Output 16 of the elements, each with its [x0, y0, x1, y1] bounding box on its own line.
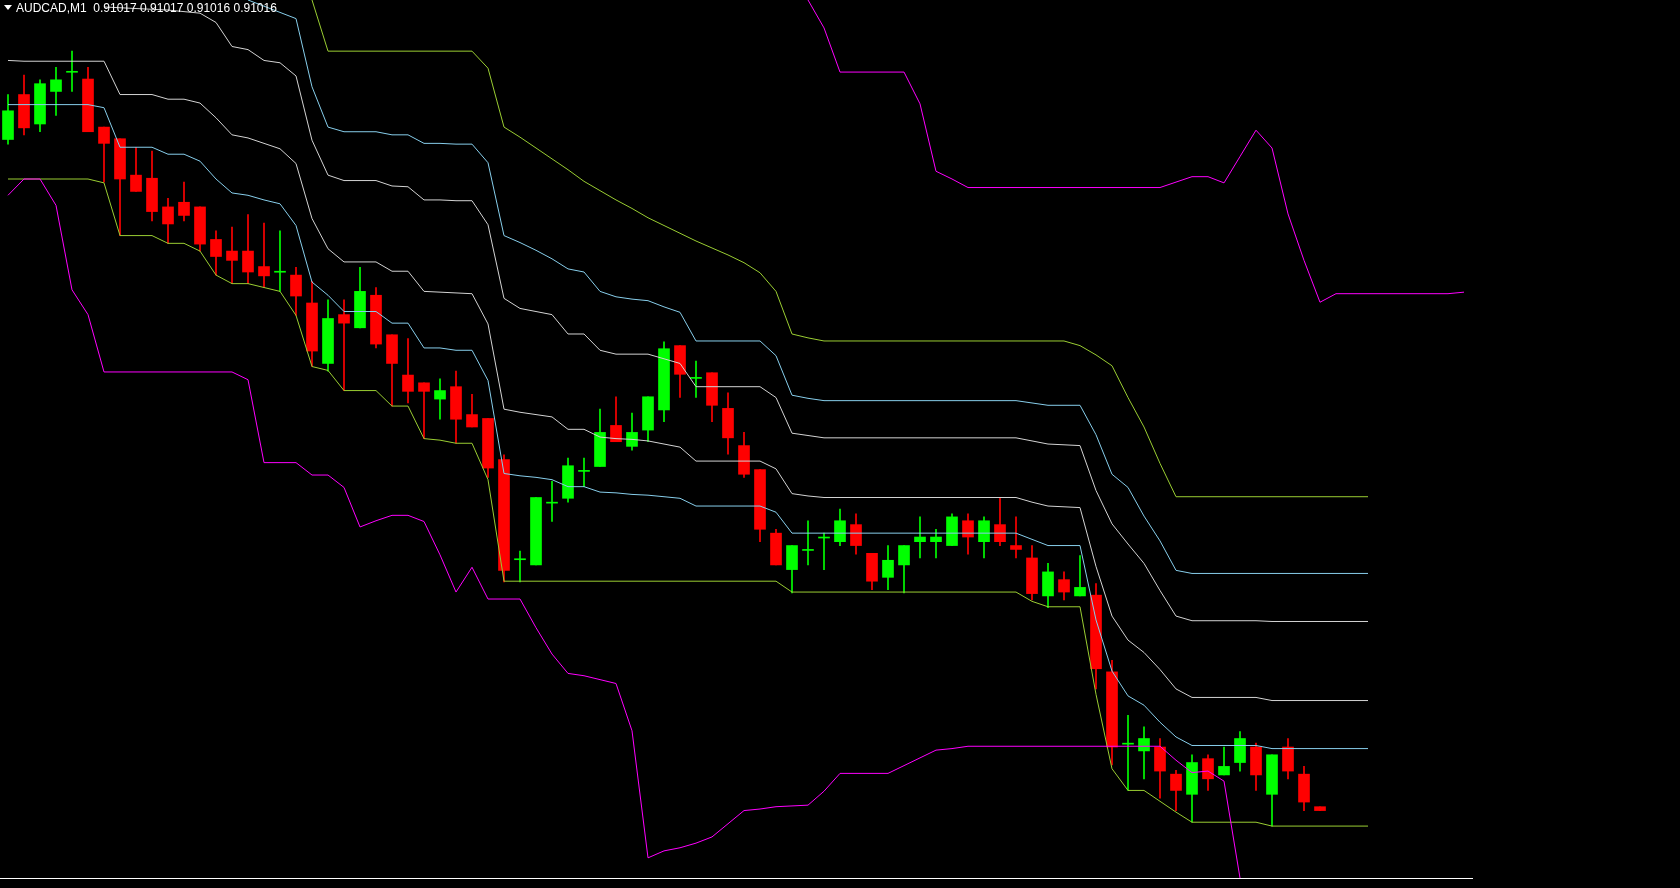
candlestick: [338, 299, 350, 391]
candlestick: [514, 550, 526, 583]
candlestick: [274, 230, 286, 292]
candlestick: [66, 50, 78, 92]
candlestick: [434, 378, 446, 420]
candlestick: [914, 516, 926, 559]
candlestick: [258, 222, 270, 288]
candlestick: [930, 528, 942, 559]
candlestick: [578, 457, 590, 487]
candlestick: [226, 226, 238, 284]
candlestick: [1074, 555, 1086, 597]
candlestick: [1010, 516, 1022, 559]
candlestick: [802, 520, 814, 566]
candlestick: [1138, 726, 1150, 780]
candlestick: [690, 360, 702, 398]
candlestick: [418, 382, 430, 439]
